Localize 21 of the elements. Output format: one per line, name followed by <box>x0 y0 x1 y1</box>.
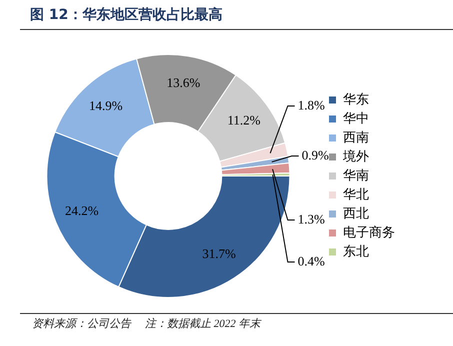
text: 注：数据截止 2022 年末 <box>145 318 260 330</box>
legend-label: 华东 <box>343 92 369 108</box>
legend-label: 西南 <box>343 130 369 146</box>
chart-title: 图 12：华东地区营收占比最高 <box>30 6 222 24</box>
legend-label: 华中 <box>343 111 369 126</box>
data-label: 13.6% <box>166 75 200 90</box>
legend-label: 境外 <box>342 148 369 164</box>
legend-label: 华北 <box>343 187 369 202</box>
data-label: 0.4% <box>298 253 325 268</box>
legend-label: 华南 <box>343 168 369 184</box>
data-label: 1.3% <box>298 211 325 226</box>
legend-label: 东北 <box>343 244 369 260</box>
data-label: 24.2% <box>64 202 99 218</box>
legend-label: 电子商务 <box>343 225 395 240</box>
legend-label: 西北 <box>343 206 369 222</box>
data-label: 14.9% <box>88 98 123 113</box>
data-label: 31.7% <box>202 246 236 261</box>
data-label: 1.8% <box>298 97 325 112</box>
text: 资料来源：公司公告 <box>32 318 131 330</box>
data-label: 11.2% <box>227 112 261 128</box>
data-label: 0.9% <box>302 147 329 162</box>
